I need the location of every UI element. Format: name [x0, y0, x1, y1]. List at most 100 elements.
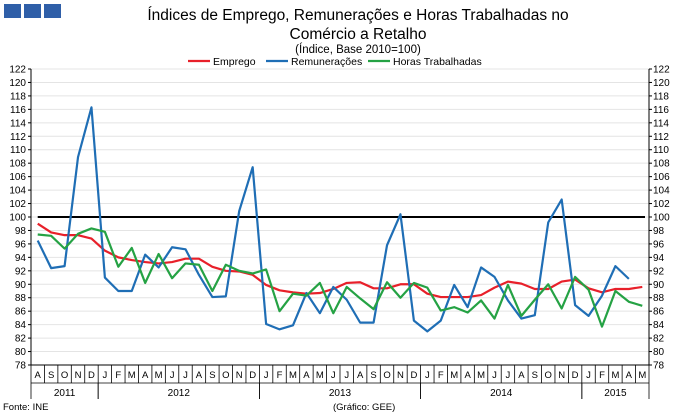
- y-tick-label: 78: [15, 361, 27, 372]
- y-tick-label: 114: [10, 118, 26, 129]
- x-tick-label: J: [344, 370, 349, 381]
- y-tick-label: 82: [15, 334, 27, 345]
- logo-square: [4, 4, 21, 18]
- x-tick-label: N: [75, 370, 82, 381]
- y-tick-label: 84: [653, 320, 665, 331]
- y-tick-label: 94: [15, 253, 27, 264]
- x-tick-label: M: [316, 370, 324, 381]
- y-tick-label: 122: [9, 65, 26, 76]
- x-tick-label: M: [128, 370, 136, 381]
- year-label: 2011: [54, 388, 76, 399]
- x-tick-label: F: [115, 370, 121, 381]
- y-tick-label: 92: [653, 266, 665, 277]
- y-tick-label: 118: [10, 91, 26, 102]
- series-lines: [36, 106, 645, 333]
- x-tick-label: J: [264, 370, 269, 381]
- y-tick-label: 114: [653, 118, 669, 129]
- y-tick-label: 94: [653, 253, 665, 264]
- x-tick-label: A: [303, 370, 310, 381]
- y-tick-label: 88: [653, 293, 665, 304]
- legend-label: Horas Trabalhadas: [393, 56, 482, 68]
- y-tick-label: 78: [653, 361, 665, 372]
- chart-credit: (Gráfico: GEE): [333, 402, 396, 413]
- y-tick-label: 84: [15, 320, 27, 331]
- x-tick-label: F: [438, 370, 444, 381]
- y-tick-label: 118: [653, 91, 669, 102]
- x-tick-label: A: [196, 370, 203, 381]
- x-tick-label: J: [331, 370, 336, 381]
- x-tick-label: N: [397, 370, 404, 381]
- x-tick-label: N: [236, 370, 243, 381]
- y-tick-label: 80: [653, 347, 665, 358]
- y-tick-label: 98: [653, 226, 665, 237]
- x-tick-label: F: [277, 370, 283, 381]
- legend: Emprego Remunerações Horas Trabalhadas: [188, 56, 482, 68]
- year-label: 2013: [329, 388, 352, 399]
- x-tick-label: F: [599, 370, 605, 381]
- y-tick-label: 116: [653, 105, 669, 116]
- y-tick-label: 102: [653, 199, 670, 210]
- y-tick-label: 96: [653, 239, 665, 250]
- legend-label: Remunerações: [291, 56, 362, 68]
- series-line-remunera-es: [36, 106, 630, 333]
- y-tick-label: 112: [10, 132, 26, 143]
- y-tick-label: 120: [9, 78, 26, 89]
- y-tick-label: 116: [10, 105, 26, 116]
- y-tick-label: 100: [9, 213, 26, 224]
- x-tick-label: D: [410, 370, 417, 381]
- logo-square: [24, 4, 41, 18]
- x-tick-label: J: [103, 370, 108, 381]
- y-tick-label: 90: [653, 280, 665, 291]
- x-tick-label: D: [249, 370, 256, 381]
- x-tick-label: S: [48, 370, 54, 381]
- x-tick-label: A: [518, 370, 525, 381]
- x-tick-label: M: [155, 370, 163, 381]
- x-tick-label: M: [450, 370, 458, 381]
- series-line-emprego: [37, 222, 643, 299]
- x-tick-label: O: [383, 370, 390, 381]
- brand-logo: [4, 4, 61, 18]
- chart-subtitle: (Índice, Base 2010=100): [295, 43, 421, 56]
- y-tick-label: 112: [653, 132, 669, 143]
- y-tick-label: 108: [653, 159, 670, 170]
- x-tick-label: A: [626, 370, 633, 381]
- x-tick-label: J: [586, 370, 591, 381]
- year-label: 2012: [168, 388, 191, 399]
- y-tick-label: 120: [653, 78, 670, 89]
- y-tick-label: 104: [9, 186, 26, 197]
- y-tick-label: 108: [9, 159, 26, 170]
- legend-label: Emprego: [213, 56, 256, 68]
- y-tick-label: 86: [15, 307, 27, 318]
- x-tick-label: D: [88, 370, 95, 381]
- x-tick-label: O: [61, 370, 68, 381]
- x-tick-label: J: [506, 370, 511, 381]
- y-tick-label: 82: [653, 334, 665, 345]
- chart-title-line-2: Comércio a Retalho: [290, 26, 427, 43]
- logo-square: [44, 4, 61, 18]
- x-tick-label: J: [425, 370, 430, 381]
- x-tick-label: J: [170, 370, 175, 381]
- x-tick-label: O: [222, 370, 229, 381]
- x-tick-label: A: [464, 370, 471, 381]
- x-tick-label: M: [477, 370, 485, 381]
- x-tick-label: M: [638, 370, 646, 381]
- y-tick-label: 90: [15, 280, 27, 291]
- x-tick-label: O: [545, 370, 552, 381]
- chart-title-line-1: Índices de Emprego, Remunerações e Horas…: [147, 7, 568, 24]
- y-tick-label: 98: [15, 226, 27, 237]
- y-tick-label: 102: [9, 199, 26, 210]
- year-label: 2015: [604, 388, 627, 399]
- y-tick-label: 80: [15, 347, 27, 358]
- y-tick-label: 122: [653, 65, 670, 76]
- x-tick-label: A: [357, 370, 364, 381]
- x-tick-label: S: [370, 370, 376, 381]
- y-tick-label: 106: [9, 172, 26, 183]
- y-tick-label: 96: [15, 239, 27, 250]
- y-tick-label: 110: [653, 145, 669, 156]
- y-tick-label: 88: [15, 293, 27, 304]
- y-tick-label: 86: [653, 307, 665, 318]
- y-tick-label: 100: [653, 213, 670, 224]
- y-tick-label: 110: [10, 145, 26, 156]
- x-tick-label: M: [289, 370, 297, 381]
